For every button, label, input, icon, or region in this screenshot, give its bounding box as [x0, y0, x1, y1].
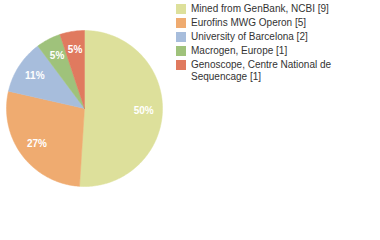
html-text:Macrogen, Europe [1]: Macrogen, Europe [1] — [191, 45, 288, 56]
svg-text:27%: 27% — [27, 138, 47, 149]
svg-text:11%: 11% — [25, 70, 45, 81]
html-text:Eurofins MWG Operon [5]: Eurofins MWG Operon [5] — [191, 17, 306, 28]
svg-text:5%: 5% — [50, 50, 65, 61]
svg-text:5%: 5% — [68, 44, 83, 55]
html-text:University of Barcelona [2]: University of Barcelona [2] — [191, 31, 308, 42]
svg-text:50%: 50% — [134, 105, 154, 116]
html-text:Genoscope, Centre National de: Genoscope, Centre National de Sequencage… — [191, 59, 332, 82]
html-text:Mined from GenBank, NCBI [9]: Mined from GenBank, NCBI [9] — [191, 3, 329, 14]
